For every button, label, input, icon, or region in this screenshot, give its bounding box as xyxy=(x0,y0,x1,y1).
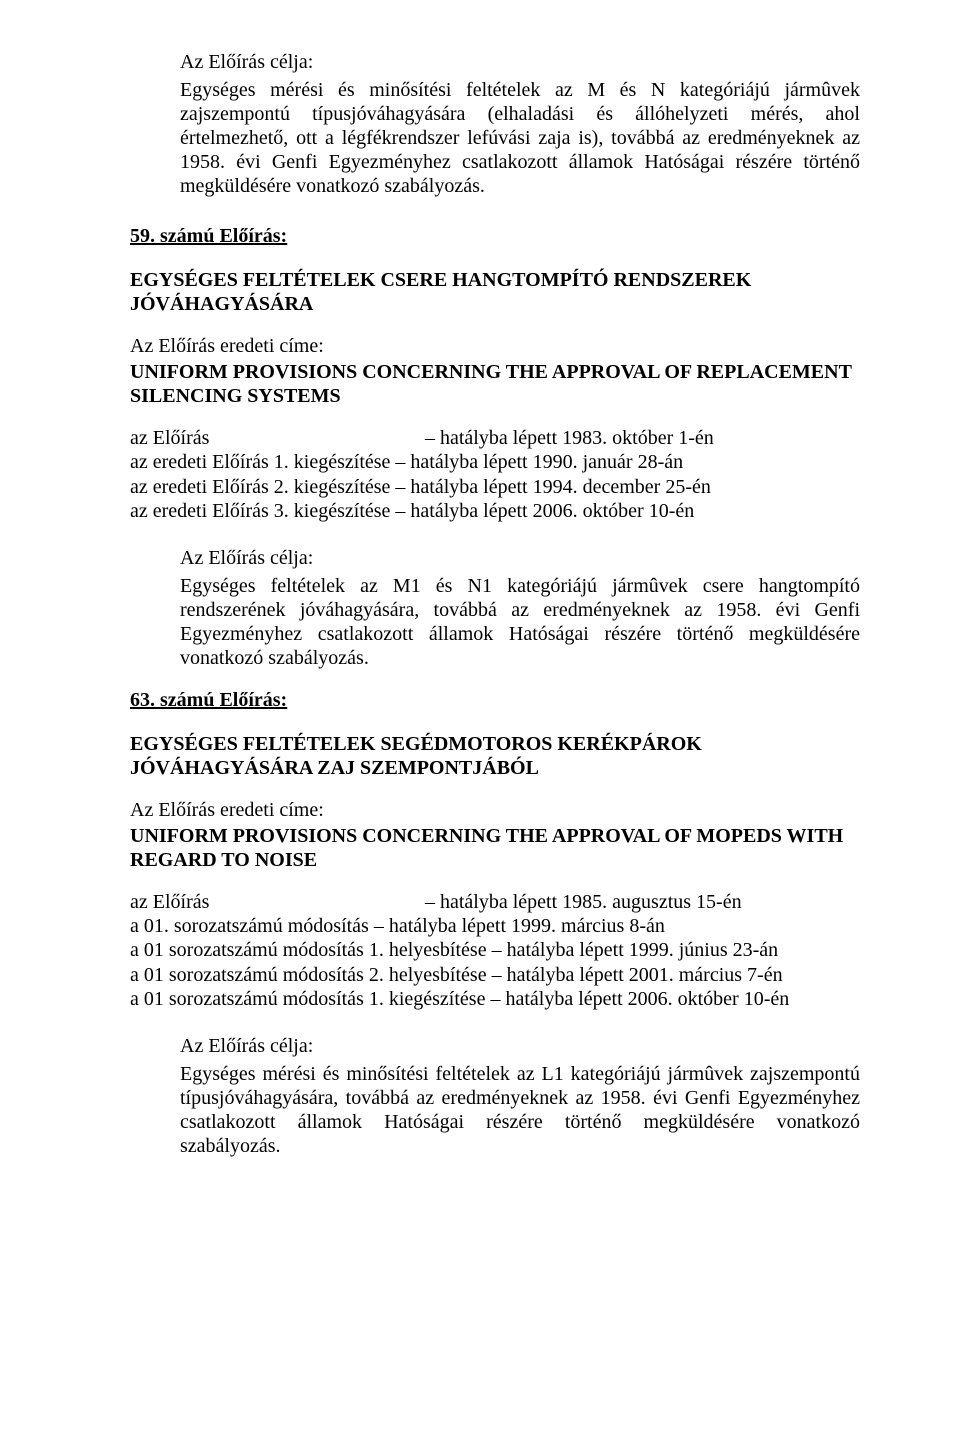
date-line: az eredeti Előírás 1. kiegészítése – hat… xyxy=(130,450,860,474)
purpose-heading-59: Az Előírás célja: xyxy=(180,546,860,570)
date-left: a 01. sorozatszámú módosítás – hatályba … xyxy=(130,915,665,937)
date-left: az Előírás xyxy=(130,426,425,450)
date-line: az eredeti Előírás 2. kiegészítése – hat… xyxy=(130,475,860,499)
date-line: az Előírás– hatályba lépett 1985. augusz… xyxy=(130,890,860,914)
date-left: az Előírás xyxy=(130,890,425,914)
purpose-text-59: Egységes feltételek az M1 és N1 kategóri… xyxy=(180,574,860,670)
date-line: a 01 sorozatszámú módosítás 2. helyesbít… xyxy=(130,963,860,987)
purpose-heading-63: Az Előírás célja: xyxy=(180,1034,860,1058)
section-number-59: 59. számú Előírás: xyxy=(130,224,860,248)
purpose-heading: Az Előírás célja: xyxy=(180,50,860,74)
hu-title-59: EGYSÉGES FELTÉTELEK CSERE HANGTOMPÍTÓ RE… xyxy=(130,268,860,316)
en-title-63: UNIFORM PROVISIONS CONCERNING THE APPROV… xyxy=(130,824,860,872)
date-line: a 01 sorozatszámú módosítás 1. kiegészít… xyxy=(130,987,860,1011)
date-line: a 01. sorozatszámú módosítás – hatályba … xyxy=(130,914,860,938)
dates-59: az Előírás– hatályba lépett 1983. októbe… xyxy=(130,426,860,524)
hu-title-63: EGYSÉGES FELTÉTELEK SEGÉDMOTOROS KERÉKPÁ… xyxy=(130,732,860,780)
date-left: az eredeti Előírás 2. kiegészítése – hat… xyxy=(130,476,711,498)
date-line: a 01 sorozatszámú módosítás 1. helyesbít… xyxy=(130,938,860,962)
dates-63: az Előírás– hatályba lépett 1985. augusz… xyxy=(130,890,860,1012)
date-left: a 01 sorozatszámú módosítás 2. helyesbít… xyxy=(130,964,783,986)
date-right: – hatályba lépett 1983. október 1-én xyxy=(425,427,714,449)
date-left: az eredeti Előírás 3. kiegészítése – hat… xyxy=(130,500,694,522)
section-number-63: 63. számú Előírás: xyxy=(130,688,860,712)
en-title-59: UNIFORM PROVISIONS CONCERNING THE APPROV… xyxy=(130,360,860,408)
date-left: a 01 sorozatszámú módosítás 1. kiegészít… xyxy=(130,988,789,1010)
purpose-text-top: Egységes mérési és minősítési feltételek… xyxy=(180,78,860,198)
orig-label-59: Az Előírás eredeti címe: xyxy=(130,334,860,358)
purpose-text-63: Egységes mérési és minősítési feltételek… xyxy=(180,1062,860,1158)
date-right: – hatályba lépett 1985. augusztus 15-én xyxy=(425,891,742,913)
date-line: az Előírás– hatályba lépett 1983. októbe… xyxy=(130,426,860,450)
orig-label-63: Az Előírás eredeti címe: xyxy=(130,798,860,822)
date-left: az eredeti Előírás 1. kiegészítése – hat… xyxy=(130,451,683,473)
date-left: a 01 sorozatszámú módosítás 1. helyesbít… xyxy=(130,939,778,961)
date-line: az eredeti Előírás 3. kiegészítése – hat… xyxy=(130,499,860,523)
